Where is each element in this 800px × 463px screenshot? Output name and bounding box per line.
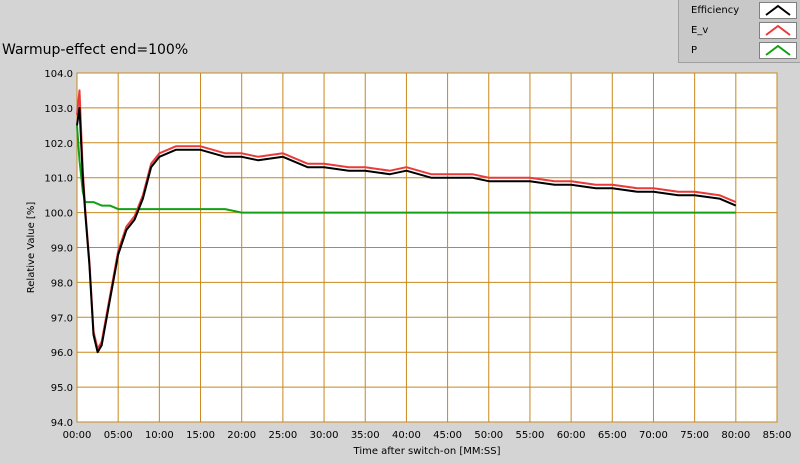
x-tick-label: 70:00 — [639, 430, 668, 441]
y-tick-label: 101.0 — [44, 174, 73, 185]
x-tick-label: 60:00 — [557, 430, 586, 441]
x-tick-label: 55:00 — [516, 430, 545, 441]
legend-label: P — [691, 45, 698, 56]
x-tick-label: 75:00 — [680, 430, 709, 441]
y-tick-label: 97.0 — [51, 313, 73, 324]
y-axis-label: Relative Value [%] — [26, 202, 37, 294]
x-tick-label: 40:00 — [392, 430, 421, 441]
legend-label: Efficiency — [691, 5, 740, 16]
x-tick-label: 10:00 — [145, 430, 174, 441]
x-tick-label: 20:00 — [227, 430, 256, 441]
legend-label: E_v — [691, 25, 709, 36]
legend-swatch-icon — [759, 22, 797, 39]
y-tick-label: 102.0 — [44, 139, 73, 150]
y-tick-label: 99.0 — [51, 244, 73, 255]
y-tick-label: 100.0 — [44, 209, 73, 220]
legend: Efficiency E_v P — [678, 0, 800, 63]
x-tick-label: 00:00 — [63, 430, 92, 441]
legend-item-p[interactable]: P — [679, 41, 800, 61]
x-tick-label: 85:00 — [763, 430, 792, 441]
series-line-efficiency — [76, 106, 737, 354]
legend-item-e-v[interactable]: E_v — [679, 21, 800, 41]
y-tick-label: 104.0 — [44, 69, 73, 80]
y-tick-label: 103.0 — [44, 104, 73, 115]
x-tick-label: 05:00 — [104, 430, 133, 441]
x-tick-label: 35:00 — [351, 430, 380, 441]
series-line-p — [76, 125, 736, 214]
y-tick-label: 96.0 — [51, 348, 73, 359]
legend-swatch-icon — [759, 42, 797, 59]
x-tick-label: 45:00 — [433, 430, 462, 441]
legend-swatch-icon — [759, 2, 797, 19]
x-tick-label: 80:00 — [721, 430, 750, 441]
y-tick-label: 94.0 — [51, 418, 73, 429]
x-tick-label: 30:00 — [310, 430, 339, 441]
legend-item-efficiency[interactable]: Efficiency — [679, 1, 800, 21]
x-tick-label: 15:00 — [186, 430, 215, 441]
x-axis-label: Time after switch-on [MM:SS] — [353, 446, 501, 457]
y-tick-label: 98.0 — [51, 278, 73, 289]
x-tick-label: 65:00 — [598, 430, 627, 441]
x-tick-label: 50:00 — [474, 430, 503, 441]
x-tick-label: 25:00 — [268, 430, 297, 441]
y-tick-label: 95.0 — [51, 383, 73, 394]
chart-title: Warmup-effect end=100% — [2, 42, 189, 58]
